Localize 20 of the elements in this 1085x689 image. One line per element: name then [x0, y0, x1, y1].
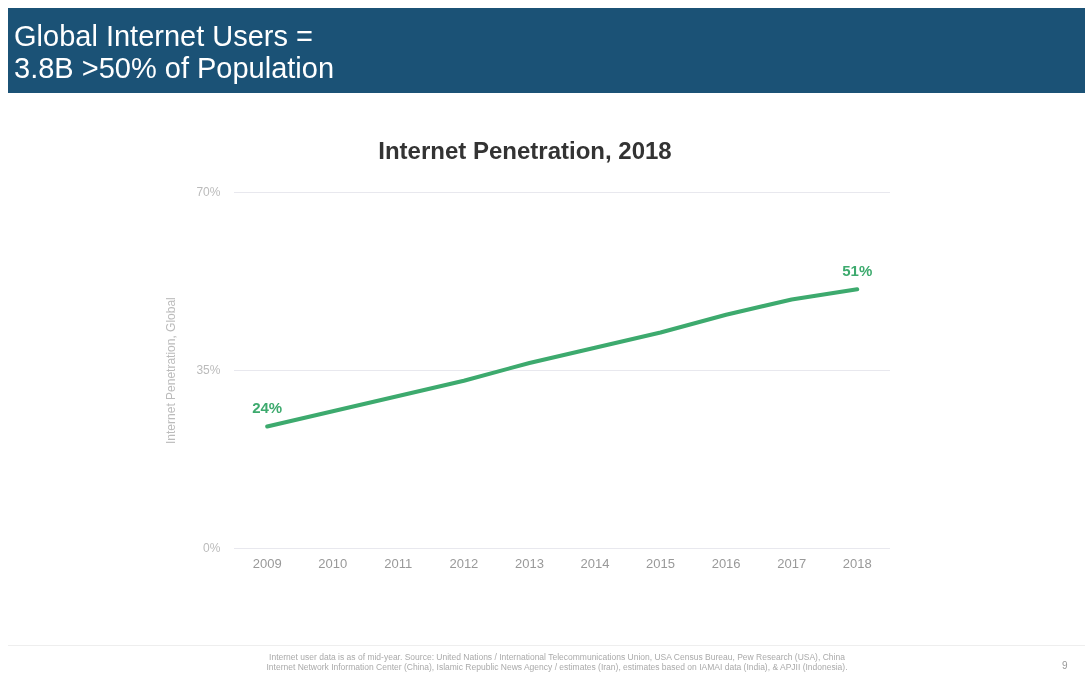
x-tick-label: 2009	[252, 555, 282, 571]
x-tick-label: 2018	[842, 555, 872, 571]
y-axis-title: Internet Penetration, Global	[163, 297, 178, 444]
y-tick-label: 70%	[196, 185, 221, 200]
chart-subtitle: Internet Penetration, 2018	[378, 137, 672, 165]
y-tick-label: 0%	[203, 540, 221, 555]
text: 9	[1062, 660, 1068, 671]
chart-title: Global Internet Users = 3.8B >50% of Population	[14, 20, 336, 84]
x-tick-label: 2011	[384, 555, 413, 571]
x-tick-label: 2010	[318, 555, 348, 571]
data-label: 24%	[252, 399, 283, 417]
x-tick-label: 2017	[777, 555, 807, 571]
x-tick-label: 2013	[514, 555, 544, 571]
x-tick-label: 2016	[711, 555, 741, 571]
y-tick-label: 35%	[196, 362, 221, 377]
text: Internet user data is as of mid-year. Source: United Nations / International Telecommunications Union, USA Census Bureau, Pew Research (USA), China Internet Network Information Center (China), Islamic Republic News Agency / estimates (Iran), estimates based on IAMAI data (India), & APJII (Indonesia).	[265, 652, 849, 672]
x-tick-label: 2014	[580, 555, 610, 571]
x-tick-label: 2015	[646, 555, 676, 571]
data-label: 51%	[842, 261, 873, 279]
x-tick-label: 2012	[449, 555, 479, 571]
